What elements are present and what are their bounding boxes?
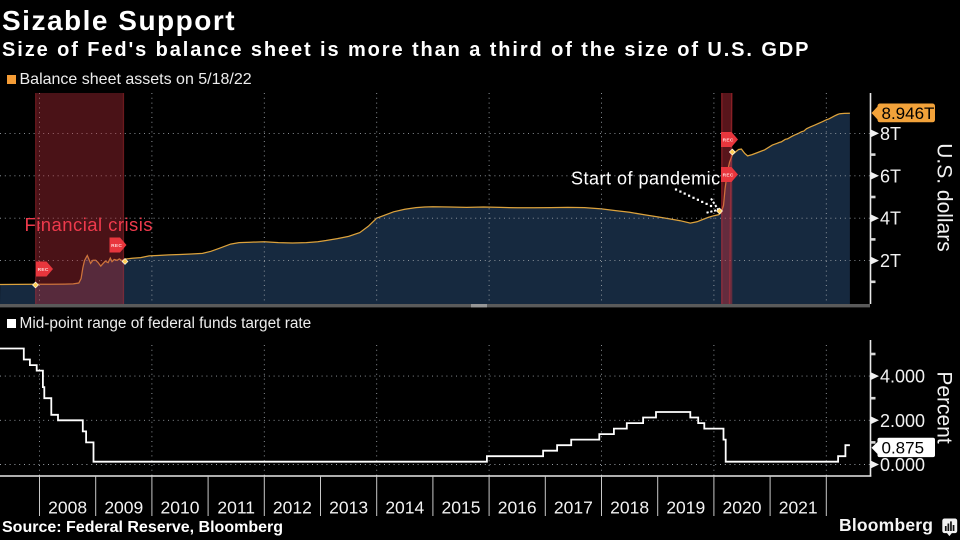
- svg-text:U.S. dollars: U.S. dollars: [933, 143, 956, 252]
- svg-text:0.000: 0.000: [880, 455, 925, 475]
- svg-text:2019: 2019: [666, 498, 705, 518]
- svg-text:Financial crisis: Financial crisis: [25, 214, 154, 235]
- svg-text:2016: 2016: [498, 498, 537, 518]
- svg-text:REC: REC: [723, 172, 734, 178]
- svg-text:2017: 2017: [554, 498, 593, 518]
- svg-text:8T: 8T: [880, 124, 901, 144]
- svg-text:REC: REC: [38, 267, 49, 273]
- svg-text:0.875: 0.875: [882, 439, 925, 458]
- svg-text:4T: 4T: [880, 209, 901, 229]
- svg-text:2013: 2013: [329, 498, 368, 518]
- svg-text:2012: 2012: [273, 498, 312, 518]
- svg-text:2008: 2008: [48, 498, 87, 518]
- svg-text:2014: 2014: [385, 498, 424, 518]
- svg-text:4.000: 4.000: [880, 367, 925, 387]
- svg-text:2018: 2018: [610, 498, 649, 518]
- svg-text:REC: REC: [111, 243, 122, 249]
- svg-text:2011: 2011: [217, 498, 255, 518]
- svg-text:2.000: 2.000: [880, 411, 925, 431]
- svg-text:Percent: Percent: [933, 371, 956, 444]
- svg-text:8.946T: 8.946T: [882, 104, 935, 123]
- svg-text:2010: 2010: [161, 498, 200, 518]
- svg-text:Start of pandemic: Start of pandemic: [571, 169, 721, 189]
- svg-text:REC: REC: [723, 137, 734, 143]
- svg-text:2015: 2015: [442, 498, 481, 518]
- svg-text:2T: 2T: [880, 251, 901, 271]
- svg-text:2020: 2020: [723, 498, 762, 518]
- svg-text:6T: 6T: [880, 166, 901, 186]
- svg-text:2021: 2021: [779, 498, 818, 518]
- svg-text:2009: 2009: [104, 498, 143, 518]
